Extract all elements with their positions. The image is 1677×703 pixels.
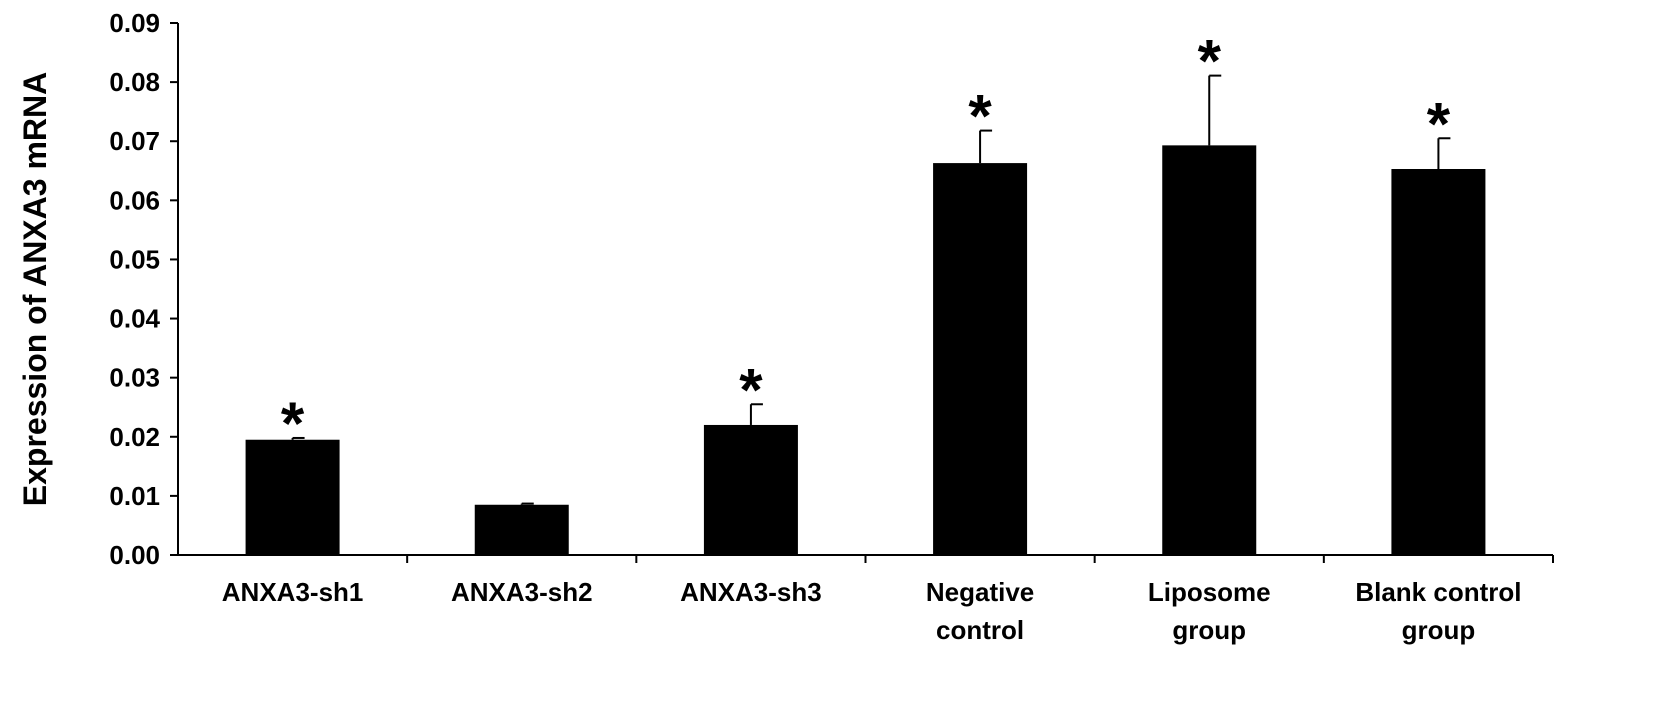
x-tick-label: Blank control [1355,577,1521,607]
bar [1162,145,1257,556]
x-tick-label: Negative [926,577,1034,607]
x-tick-label: group [1172,615,1246,645]
x-tick-label: group [1402,615,1476,645]
bars [245,145,1486,556]
bar [933,163,1028,556]
y-tick-label: 0.05 [109,244,160,274]
error-bars [291,74,1451,505]
y-axis-label: Expression of ANXA3 mRNA [17,72,53,506]
axes [177,23,1553,556]
x-tick-label: control [936,615,1024,645]
y-tick-label: 0.08 [109,67,160,97]
x-ticks: ANXA3-sh1 ANXA3-sh2 ANXA3-sh3 Negative contr… [222,555,1554,645]
y-tick-label: 0.02 [109,422,160,452]
y-tick-label: 0.09 [109,8,160,38]
significance-markers: * * * * * [281,28,1451,457]
x-tick-label: ANXA3-sh1 [222,577,364,607]
x-tick-label: ANXA3-sh3 [680,577,822,607]
y-ticks: 0.00 0.01 0.02 0.03 0.04 0.05 0.06 0.07 0.08 0.09 [109,8,178,570]
y-tick-label: 0.03 [109,363,160,393]
significance-asterisk: * [281,390,305,457]
significance-asterisk: * [968,83,992,150]
y-tick-label: 0.07 [109,126,160,156]
significance-asterisk: * [739,356,763,423]
bar [474,504,569,555]
x-tick-label: ANXA3-sh2 [451,577,593,607]
y-tick-label: 0.06 [109,185,160,215]
x-tick-label: Liposome [1148,577,1271,607]
y-tick-label: 0.01 [109,481,160,511]
bar [703,424,798,555]
significance-asterisk: * [1427,90,1451,157]
y-tick-label: 0.00 [109,540,160,570]
bar [245,439,340,555]
y-tick-label: 0.04 [109,304,160,334]
bar [1391,169,1486,555]
significance-asterisk: * [1198,28,1222,95]
y-axis-label-group: Expression of ANXA3 mRNA [17,72,53,506]
